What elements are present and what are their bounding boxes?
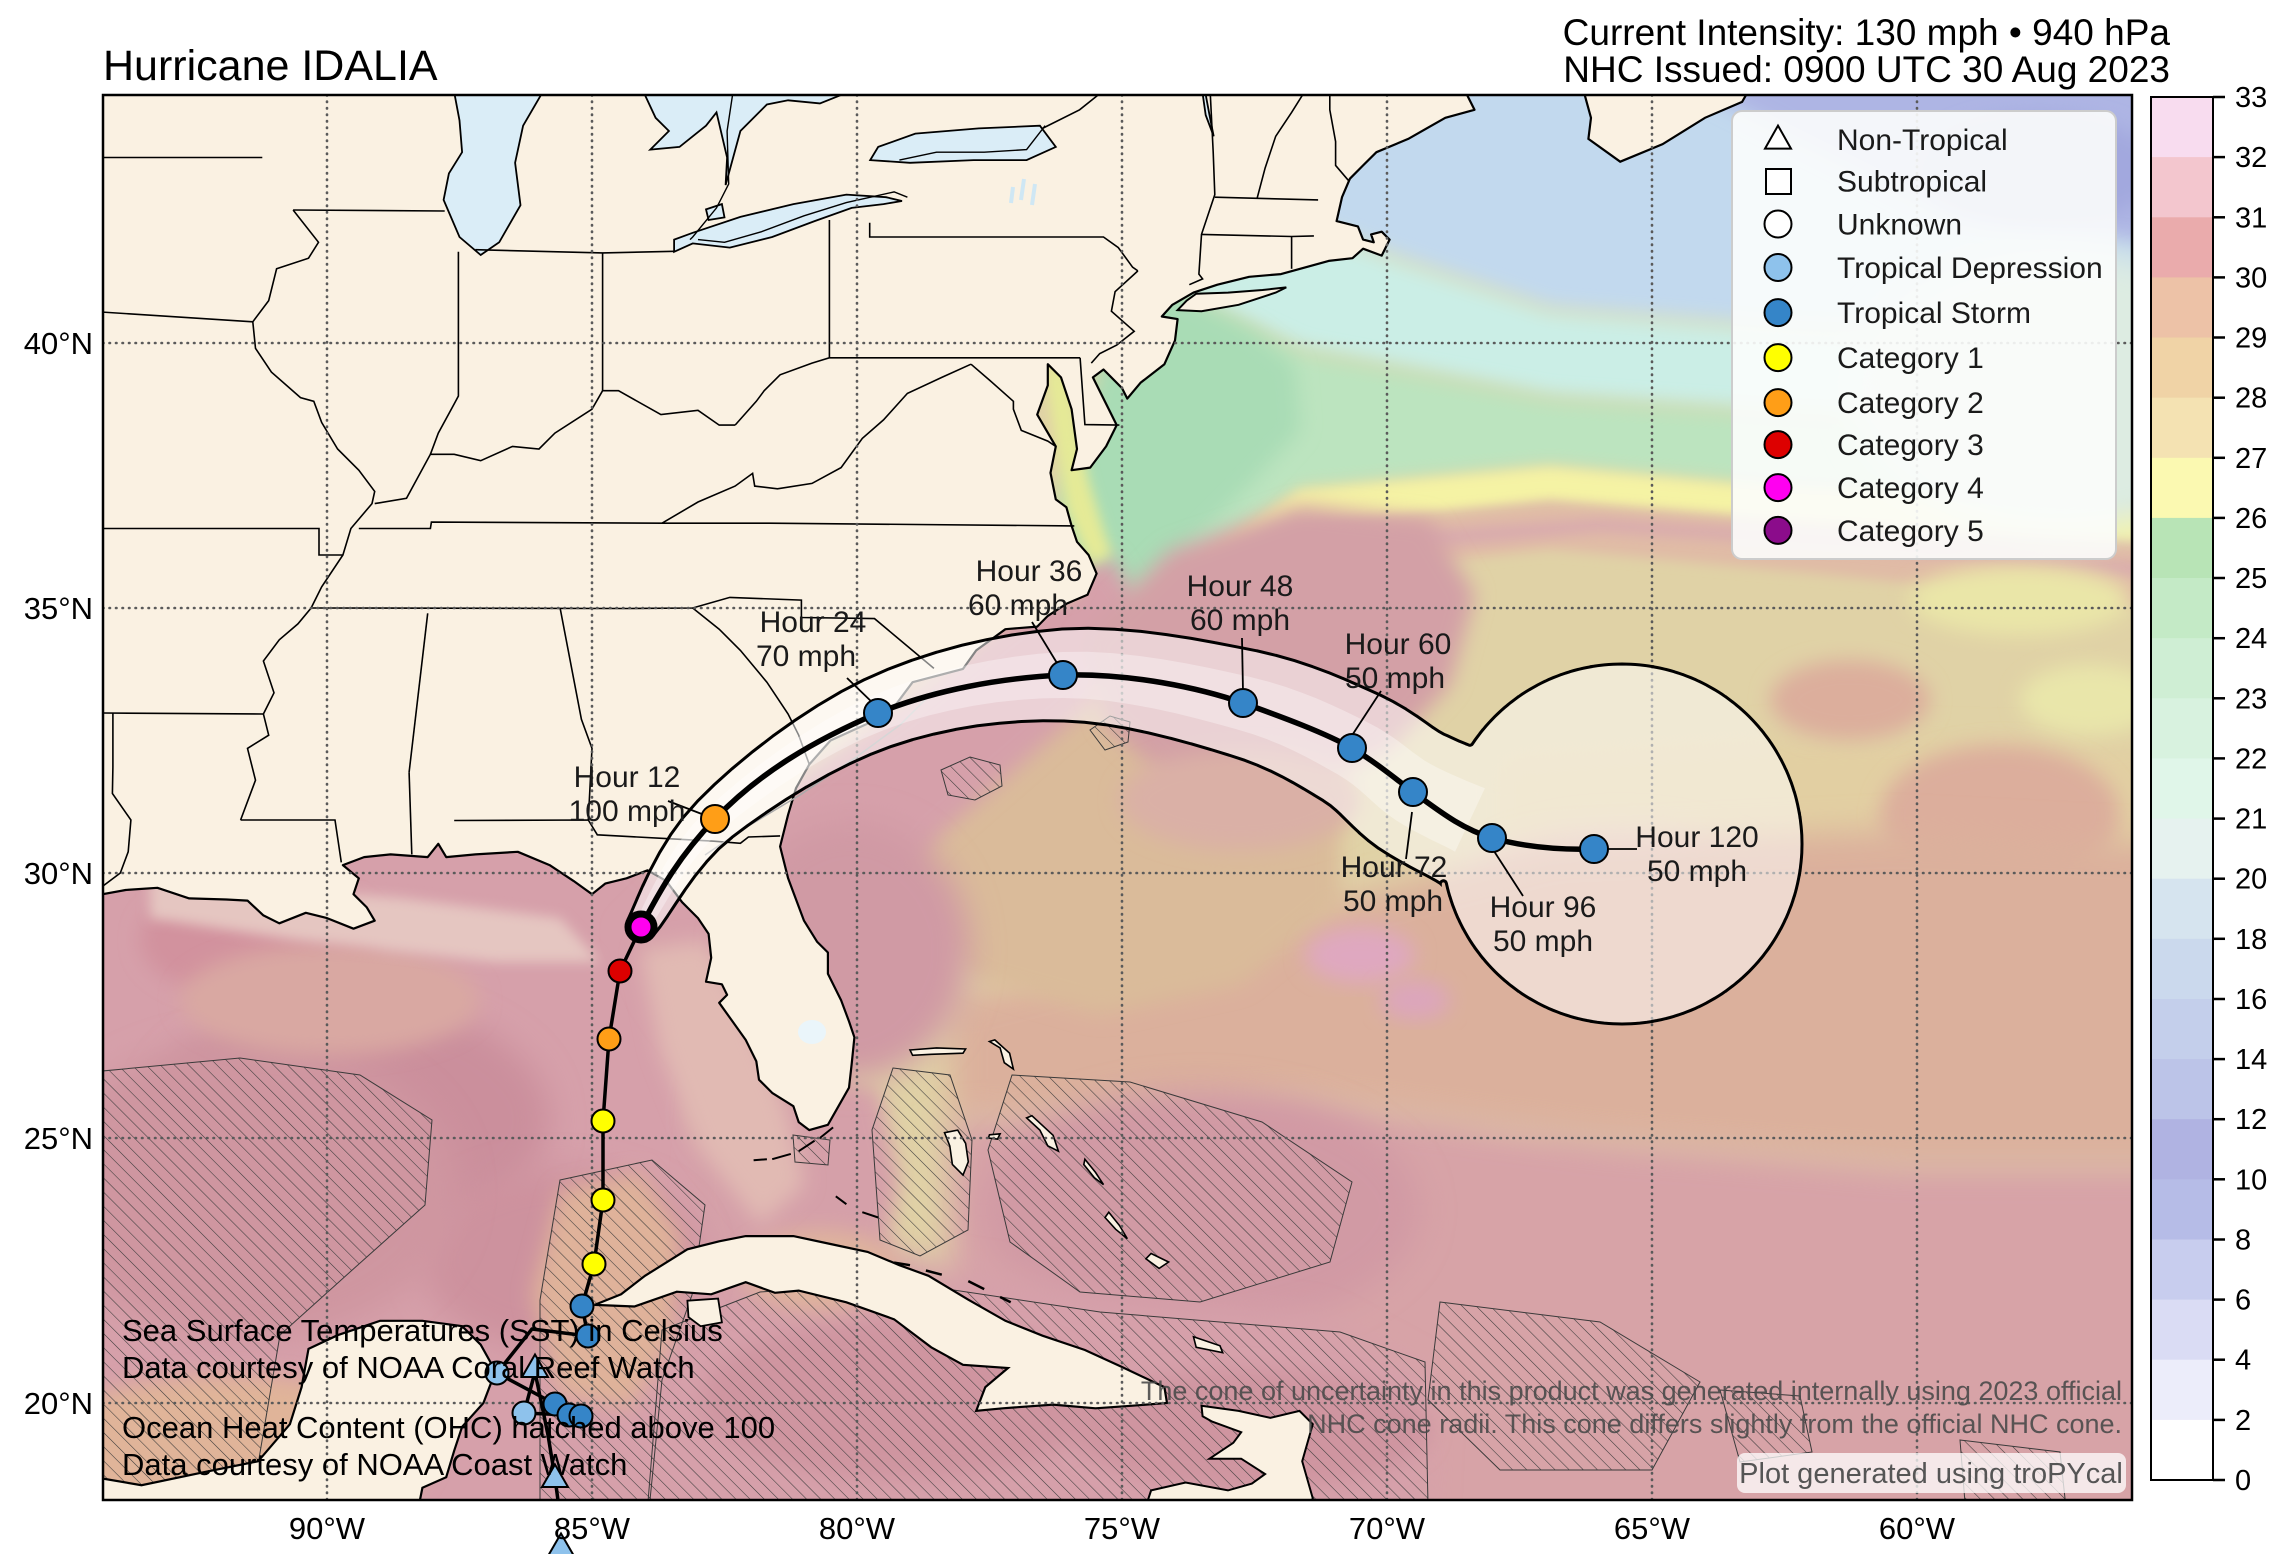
svg-text:90°W: 90°W xyxy=(289,1511,366,1546)
svg-text:23: 23 xyxy=(2235,683,2267,715)
svg-text:100 mph: 100 mph xyxy=(569,795,686,828)
svg-text:Hour 24: Hour 24 xyxy=(760,606,867,639)
svg-text:Category 4: Category 4 xyxy=(1837,472,1984,505)
svg-text:Hour 12: Hour 12 xyxy=(574,761,681,794)
svg-text:Hour 60: Hour 60 xyxy=(1345,628,1452,661)
svg-text:Category 2: Category 2 xyxy=(1837,387,1984,420)
svg-text:Category 5: Category 5 xyxy=(1837,515,1984,548)
svg-text:35°N: 35°N xyxy=(24,591,93,626)
svg-text:50 mph: 50 mph xyxy=(1343,885,1443,918)
svg-text:Data courtesy of NOAA Coral Re: Data courtesy of NOAA Coral Reef Watch xyxy=(122,1350,695,1385)
svg-text:40°N: 40°N xyxy=(24,326,93,361)
svg-text:24: 24 xyxy=(2235,623,2267,655)
svg-text:6: 6 xyxy=(2235,1285,2251,1317)
svg-text:NHC Issued: 0900 UTC 30 Aug 20: NHC Issued: 0900 UTC 30 Aug 2023 xyxy=(1563,49,2170,90)
svg-text:Unknown: Unknown xyxy=(1837,209,1962,242)
svg-text:32: 32 xyxy=(2235,142,2267,174)
svg-text:27: 27 xyxy=(2235,443,2267,475)
svg-text:8: 8 xyxy=(2235,1225,2251,1257)
svg-text:31: 31 xyxy=(2235,202,2267,234)
svg-text:Hour 72: Hour 72 xyxy=(1341,851,1448,884)
svg-text:26: 26 xyxy=(2235,503,2267,535)
svg-text:Sea Surface Temperatures (SST): Sea Surface Temperatures (SST) in Celsiu… xyxy=(122,1313,723,1348)
svg-text:33: 33 xyxy=(2235,82,2267,114)
svg-text:21: 21 xyxy=(2235,804,2267,836)
svg-text:12: 12 xyxy=(2235,1104,2267,1136)
svg-text:28: 28 xyxy=(2235,383,2267,415)
svg-text:18: 18 xyxy=(2235,924,2267,956)
svg-text:The cone of uncertainty in thi: The cone of uncertainty in this product … xyxy=(1141,1376,2122,1406)
svg-text:29: 29 xyxy=(2235,323,2267,355)
svg-text:Ocean Heat Content (OHC) hatch: Ocean Heat Content (OHC) hatched above 1… xyxy=(122,1410,775,1445)
svg-text:Current Intensity: 130 mph • 9: Current Intensity: 130 mph • 940 hPa xyxy=(1563,12,2171,53)
svg-text:70 mph: 70 mph xyxy=(756,640,856,673)
svg-text:30°N: 30°N xyxy=(24,856,93,891)
svg-text:25: 25 xyxy=(2235,563,2267,595)
svg-text:2: 2 xyxy=(2235,1405,2251,1437)
svg-text:80°W: 80°W xyxy=(819,1511,896,1546)
svg-text:50 mph: 50 mph xyxy=(1647,855,1747,888)
svg-text:25°N: 25°N xyxy=(24,1121,93,1156)
svg-text:20: 20 xyxy=(2235,864,2267,896)
svg-text:Hour 96: Hour 96 xyxy=(1490,891,1597,924)
svg-text:Subtropical: Subtropical xyxy=(1837,166,1987,199)
svg-text:60°W: 60°W xyxy=(1879,1511,1956,1546)
svg-text:Hour 120: Hour 120 xyxy=(1635,821,1758,854)
svg-text:20°N: 20°N xyxy=(24,1386,93,1421)
svg-text:85°W: 85°W xyxy=(554,1511,631,1546)
svg-text:Tropical Depression: Tropical Depression xyxy=(1837,252,2103,285)
svg-text:75°W: 75°W xyxy=(1084,1511,1161,1546)
svg-text:NHC cone radii. This cone diff: NHC cone radii. This cone differs slight… xyxy=(1307,1409,2122,1439)
svg-text:Hour 36: Hour 36 xyxy=(976,555,1083,588)
svg-text:Category 1: Category 1 xyxy=(1837,342,1984,375)
svg-text:14: 14 xyxy=(2235,1044,2267,1076)
svg-text:Category 3: Category 3 xyxy=(1837,429,1984,462)
svg-text:16: 16 xyxy=(2235,984,2267,1016)
svg-text:30: 30 xyxy=(2235,262,2267,294)
svg-text:4: 4 xyxy=(2235,1345,2251,1377)
svg-text:65°W: 65°W xyxy=(1614,1511,1691,1546)
svg-text:60 mph: 60 mph xyxy=(1190,604,1290,637)
svg-text:Hour 48: Hour 48 xyxy=(1187,570,1294,603)
svg-text:60 mph: 60 mph xyxy=(968,589,1068,622)
svg-text:Data courtesy of NOAA Coast Wa: Data courtesy of NOAA Coast Watch xyxy=(122,1447,627,1482)
svg-text:Plot generated using troPYcal: Plot generated using troPYcal xyxy=(1739,1458,2123,1490)
svg-text:Tropical Storm: Tropical Storm xyxy=(1837,297,2031,330)
svg-text:50 mph: 50 mph xyxy=(1345,662,1445,695)
svg-text:Hurricane IDALIA: Hurricane IDALIA xyxy=(103,42,438,90)
svg-text:Non-Tropical: Non-Tropical xyxy=(1837,124,2008,157)
svg-text:50 mph: 50 mph xyxy=(1493,925,1593,958)
svg-text:10: 10 xyxy=(2235,1164,2267,1196)
svg-text:22: 22 xyxy=(2235,743,2267,775)
svg-text:70°W: 70°W xyxy=(1349,1511,1426,1546)
svg-text:0: 0 xyxy=(2235,1465,2251,1497)
